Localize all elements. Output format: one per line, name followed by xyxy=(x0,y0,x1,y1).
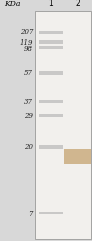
Text: 37: 37 xyxy=(24,98,33,106)
Text: 29: 29 xyxy=(24,112,33,120)
Text: 1: 1 xyxy=(48,0,53,8)
Bar xyxy=(64,149,91,164)
Bar xyxy=(39,31,63,34)
Bar xyxy=(35,11,91,239)
Bar xyxy=(39,114,63,117)
Text: 57: 57 xyxy=(24,69,33,77)
Text: 119: 119 xyxy=(20,39,33,47)
Text: 20: 20 xyxy=(24,143,33,152)
Bar xyxy=(39,145,63,149)
Bar xyxy=(39,46,63,49)
Bar xyxy=(39,100,63,103)
Bar xyxy=(39,212,63,214)
Bar xyxy=(39,71,63,75)
Text: 207: 207 xyxy=(20,28,33,36)
Text: 2: 2 xyxy=(75,0,80,8)
Text: KDa: KDa xyxy=(5,0,21,8)
Bar xyxy=(39,40,63,44)
Text: 98: 98 xyxy=(24,45,33,53)
Text: 7: 7 xyxy=(29,210,33,218)
